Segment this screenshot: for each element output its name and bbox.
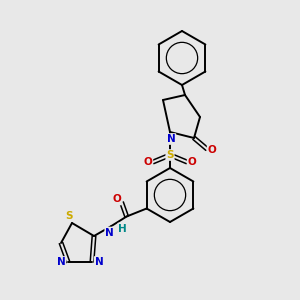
Text: O: O — [112, 194, 121, 205]
Text: O: O — [144, 157, 152, 167]
Text: S: S — [166, 150, 174, 160]
Text: S: S — [65, 211, 73, 221]
Text: O: O — [188, 157, 196, 167]
Text: H: H — [118, 224, 127, 233]
Text: N: N — [167, 134, 176, 144]
Text: O: O — [208, 145, 216, 155]
Text: N: N — [94, 257, 103, 267]
Text: N: N — [105, 227, 114, 238]
Text: N: N — [57, 257, 65, 267]
